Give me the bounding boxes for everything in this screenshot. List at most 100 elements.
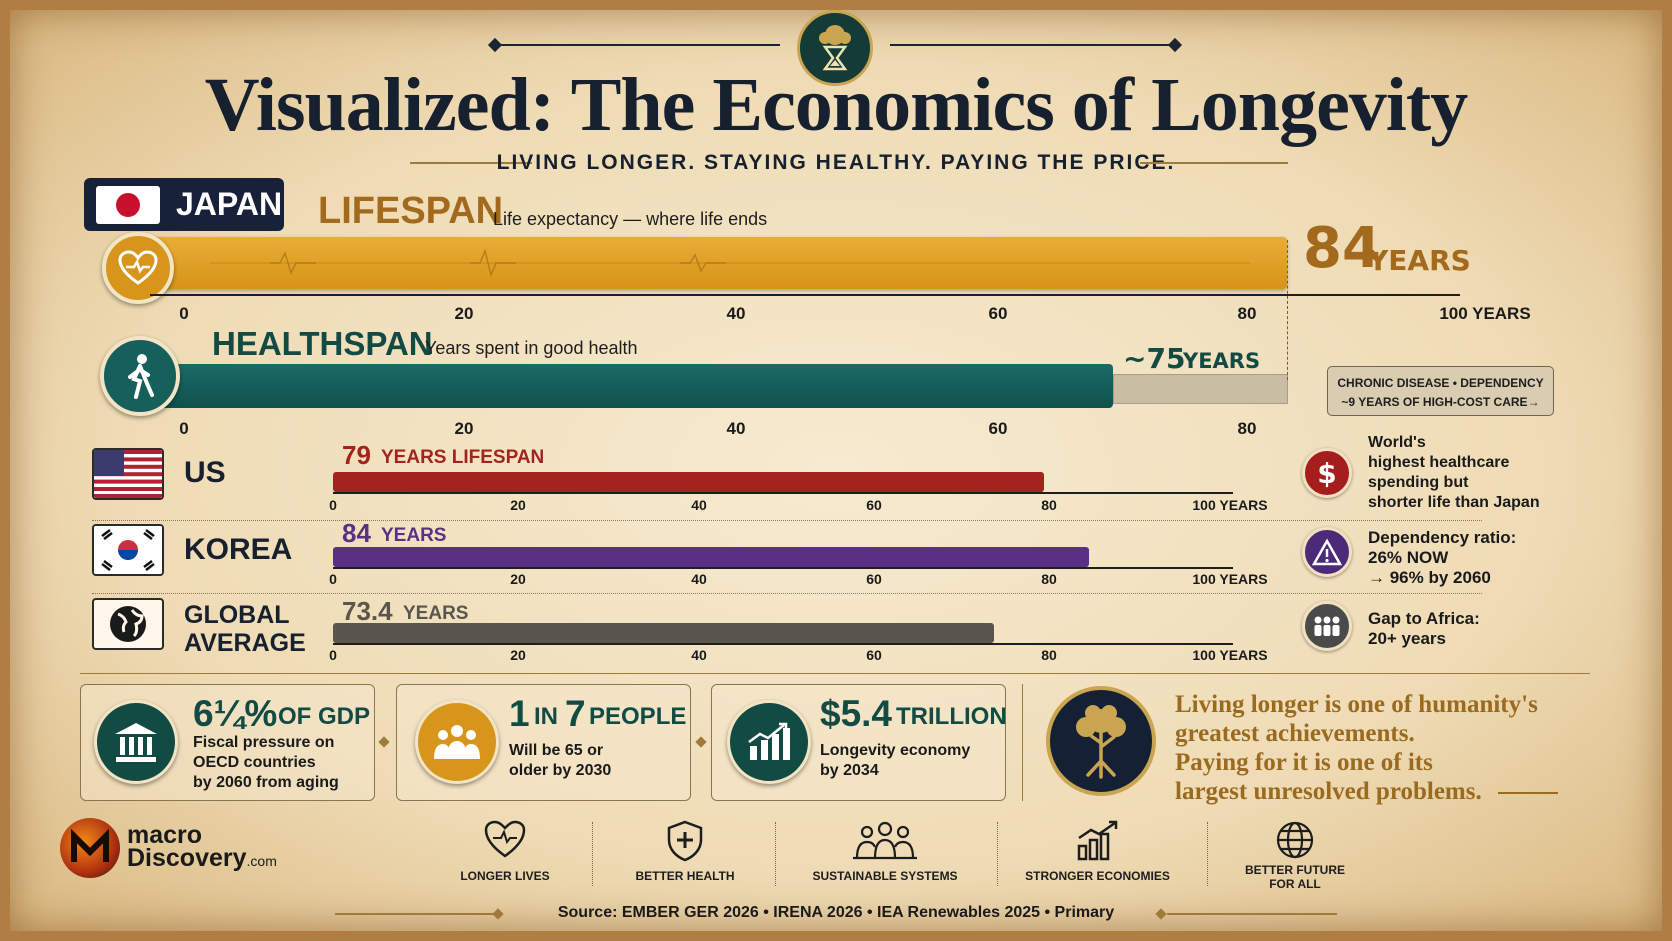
axis-tick-label: 40 xyxy=(691,647,707,663)
axis-tick-label: 100 YEARS xyxy=(1439,304,1531,323)
logo-com: .com xyxy=(246,853,277,869)
axis-tick-label: 40 xyxy=(691,571,707,587)
axis-tick-label: 80 xyxy=(1041,571,1057,587)
heart-pulse-circle-icon xyxy=(102,232,174,304)
page-title: Visualized: The Economics of Longevity xyxy=(204,63,1468,147)
axis-tick-label: 40 xyxy=(691,497,707,513)
korea-unit: YEARS xyxy=(381,525,447,546)
gdp-desc-line: by 2060 from aging xyxy=(193,774,339,791)
bank-icon xyxy=(94,700,178,784)
pillar-label: SUSTAINABLE SYSTEMS xyxy=(812,869,958,883)
growth-chart-icon xyxy=(727,700,811,784)
axis-tick-label: 80 xyxy=(1041,497,1057,513)
walking-person-circle-icon xyxy=(100,336,180,416)
dollar-icon: $ xyxy=(1302,448,1352,498)
header-rule-left xyxy=(495,44,780,46)
axis-tick-label: 0 xyxy=(179,304,189,323)
stat-card-gdp: 6¼% OF GDP Fiscal pressure on OECD count… xyxy=(80,684,375,801)
korea-note-line: → 96% by 2060 xyxy=(1368,568,1491,587)
pillar-label: STRONGER ECONOMIES xyxy=(1025,869,1170,883)
us-lifespan-bar xyxy=(333,472,1044,492)
community-icon xyxy=(853,821,917,860)
global-label-line1: GLOBAL xyxy=(184,601,290,629)
stats-quote-divider xyxy=(1022,684,1023,801)
quote-rule xyxy=(1497,792,1558,795)
axis-tick-label: 60 xyxy=(988,419,1008,438)
people-description: Will be 65 or older by 2030 xyxy=(509,741,611,781)
stat-card-people: 1 IN 7 PEOPLE Will be 65 or older by 203… xyxy=(396,684,691,801)
pillar-separator xyxy=(997,822,998,886)
people-value-1: 1 xyxy=(509,693,530,734)
global-average-label: GLOBAL AVERAGE xyxy=(184,603,306,656)
logo-macro: macro xyxy=(127,821,203,849)
us-label: US xyxy=(184,456,226,489)
macro-discovery-logo-icon xyxy=(60,818,120,878)
lifespan-unit: YEARS xyxy=(1368,244,1471,277)
pillar-stronger-economies: STRONGER ECONOMIES xyxy=(1020,820,1175,883)
people-in: IN xyxy=(534,703,558,730)
globe-flag-icon xyxy=(92,598,164,650)
economy-desc-line: by 2034 xyxy=(820,762,879,779)
us-value: 79 xyxy=(342,440,371,470)
gdp-unit: OF GDP xyxy=(278,703,371,730)
axis-tick-label: 0 xyxy=(329,497,337,513)
callout-line-2: ~9 YEARS OF HIGH-COST CARE→ xyxy=(1341,395,1540,409)
korea-axis xyxy=(333,567,1233,569)
quote-line: Living longer is one of humanity's xyxy=(1175,691,1538,718)
pillar-label: FOR ALL xyxy=(1269,877,1321,891)
pillar-better-future: BETTER FUTURE FOR ALL xyxy=(1240,820,1350,891)
axis-tick-label: 0 xyxy=(329,571,337,587)
subtitle-rule-left xyxy=(410,162,532,164)
people-value-7: 7 xyxy=(565,693,586,734)
korea-lifespan-bar xyxy=(333,547,1089,567)
axis-tick-label: 100 YEARS xyxy=(1192,497,1268,513)
quote-line: greatest achievements. xyxy=(1175,720,1415,747)
us-note-line: highest healthcare xyxy=(1368,454,1510,471)
header-rule-right xyxy=(890,44,1175,46)
pillar-longer-lives: LONGER LIVES xyxy=(455,820,555,883)
lifespan-heading: LIFESPAN xyxy=(318,190,504,232)
source-rule-right xyxy=(1167,913,1337,915)
page-subtitle: LIVING LONGER. STAYING HEALTHY. PAYING T… xyxy=(496,151,1176,174)
warning-icon xyxy=(1302,527,1352,577)
us-axis xyxy=(333,492,1233,494)
axis-tick-label: 60 xyxy=(988,304,1008,323)
economy-value: $5.4 xyxy=(820,693,893,734)
lifespan-axis xyxy=(150,294,1460,296)
economy-desc-line: Longevity economy xyxy=(820,742,971,759)
healthspan-unit: YEARS xyxy=(1183,349,1261,373)
axis-tick-label: 20 xyxy=(454,304,474,323)
section-divider xyxy=(80,673,1590,674)
axis-tick-label: 40 xyxy=(726,304,746,323)
axis-tick-label: 0 xyxy=(329,647,337,663)
shield-cross-icon xyxy=(667,820,703,862)
subtitle-rule-right xyxy=(1140,162,1288,164)
lifespan-value: 84 xyxy=(1303,216,1381,281)
people-icon xyxy=(1302,601,1352,651)
us-unit: YEARS LIFESPAN xyxy=(381,447,545,468)
us-note-line: World's xyxy=(1368,434,1426,451)
pillar-label: BETTER HEALTH xyxy=(635,869,735,883)
people-unit: PEOPLE xyxy=(589,703,687,730)
high-cost-care-gap-bar xyxy=(1113,374,1288,404)
korea-note-line: 26% NOW xyxy=(1368,548,1449,567)
axis-tick-label: 80 xyxy=(1041,647,1057,663)
axis-tick-label: 0 xyxy=(179,419,189,438)
people-desc-line: Will be 65 or xyxy=(509,742,604,759)
pillar-label: LONGER LIVES xyxy=(460,869,550,883)
bar-growth-icon xyxy=(1077,820,1117,861)
pillar-separator xyxy=(775,822,776,886)
axis-tick-label: 20 xyxy=(510,647,526,663)
stat-card-economy: $5.4 TRILLION Longevity economy by 2034 xyxy=(711,684,1007,801)
korea-label: KOREA xyxy=(184,533,293,566)
gdp-desc-line: OECD countries xyxy=(193,754,316,771)
healthspan-heading: HEALTHSPAN xyxy=(212,325,433,362)
axis-tick-label: 60 xyxy=(866,647,882,663)
row-separator-2 xyxy=(92,593,1482,594)
healthspan-value: ~75 xyxy=(1123,342,1186,375)
axis-tick-label: 20 xyxy=(454,419,474,438)
global-note-line: Gap to Africa: xyxy=(1368,609,1480,628)
global-label-line2: AVERAGE xyxy=(184,629,306,657)
lifespan-description: Life expectancy — where life ends xyxy=(493,209,768,229)
global-note-line: 20+ years xyxy=(1368,629,1446,648)
